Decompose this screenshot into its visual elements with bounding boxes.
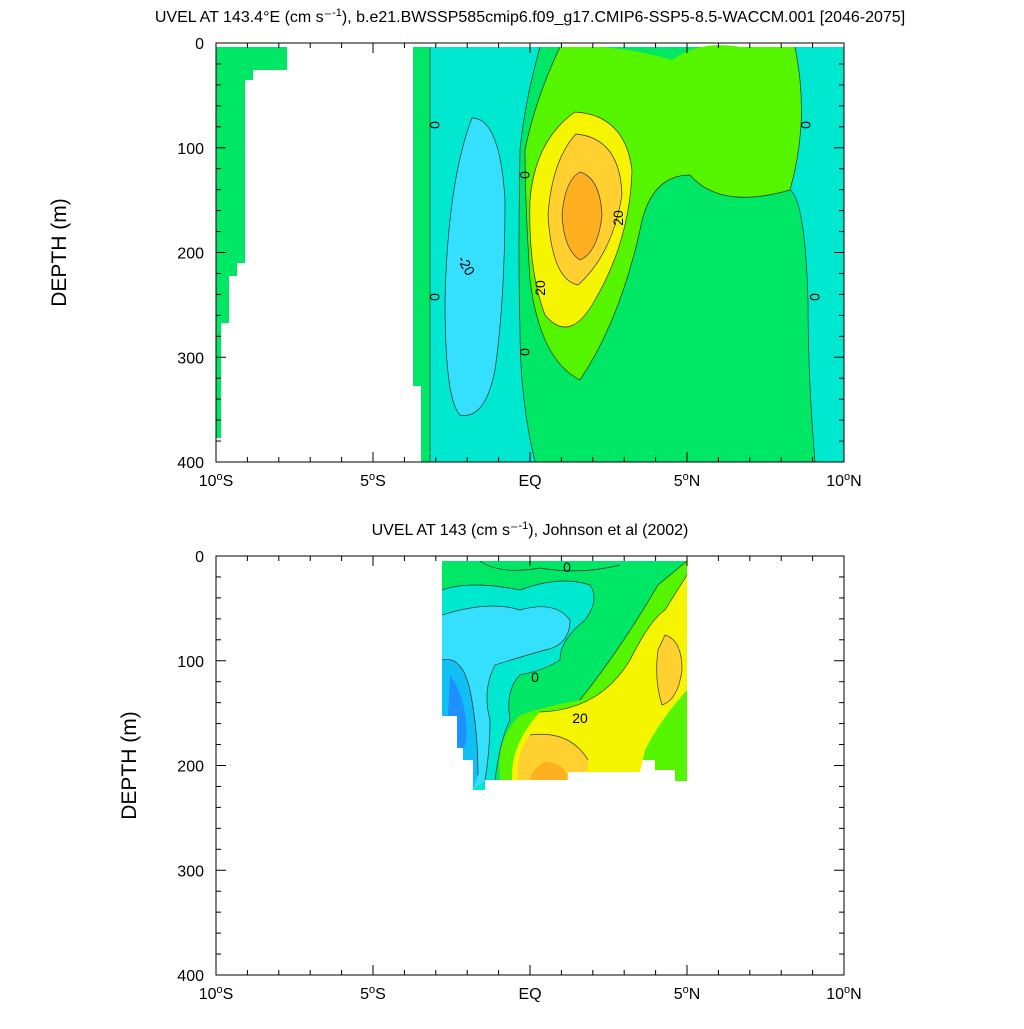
- contour-line: [524, 46, 791, 381]
- panel-model: UVEL AT 143.4°E (cm s⁻-1), b.e21.BWSSP58…: [48, 7, 905, 490]
- contour-label: 20: [532, 280, 548, 296]
- fill-neg-10-20: [528, 611, 545, 636]
- fill-pos-30-40: [656, 635, 682, 705]
- y-axis-label: DEPTH (m): [48, 198, 71, 307]
- y-tick-label: 300: [177, 350, 204, 367]
- contour-fills: [216, 45, 844, 462]
- x-tick-label: 10oS: [199, 984, 234, 1003]
- fill-pos-0-10: [216, 47, 287, 438]
- x-tick-label: 5oN: [674, 471, 701, 490]
- y-tick-label: 200: [177, 246, 204, 263]
- fill-pos-40-50: [562, 172, 602, 260]
- contour-label: 20: [610, 210, 626, 226]
- fill-pos-40-50: [530, 762, 567, 780]
- fill-neg-0-10: [790, 47, 844, 462]
- contour-label: 0: [517, 171, 533, 179]
- contour-line: [479, 560, 621, 572]
- contour-line: [529, 111, 633, 328]
- contour-line: [529, 733, 589, 761]
- y-tick-label: 400: [177, 455, 204, 472]
- contour-line: [539, 574, 688, 713]
- contour-label: 0: [798, 121, 814, 129]
- y-tick-label: 0: [195, 549, 204, 566]
- contour-line: [444, 117, 506, 416]
- contour-line: [561, 171, 603, 261]
- fill-pos-20-30: [511, 575, 687, 780]
- contour-line: [789, 46, 816, 462]
- panel-observations: UVEL AT 143 (cm s⁻-1), Johnson et al (20…: [118, 520, 862, 1003]
- y-tick-label: 100: [177, 141, 204, 158]
- contour-label: 20: [572, 710, 588, 726]
- contour-line: [441, 659, 479, 776]
- contour-line: [441, 605, 571, 781]
- x-tick-label: 10oS: [199, 471, 234, 490]
- contour-fills: [441, 560, 688, 790]
- y-tick-label: 400: [177, 968, 204, 985]
- y-tick-label: 200: [177, 759, 204, 776]
- contour-label: 0: [531, 669, 539, 685]
- contour-label: 0: [427, 293, 443, 301]
- x-tick-label: 5oS: [360, 984, 386, 1003]
- contour-label: 0: [563, 559, 571, 575]
- contour-line: [656, 634, 683, 706]
- contour-line: [441, 580, 595, 781]
- panel-title: UVEL AT 143.4°E (cm s⁻-1), b.e21.BWSSP58…: [155, 7, 905, 26]
- contour-line: [579, 560, 688, 701]
- contour-line: [547, 133, 623, 286]
- y-axis-label: DEPTH (m): [118, 711, 141, 820]
- y-tick-label: 0: [195, 36, 204, 53]
- contour-labels: 0 0 20: [531, 559, 588, 726]
- panel-title: UVEL AT 143 (cm s⁻-1), Johnson et al (20…: [372, 520, 689, 539]
- fill-pos-30-40: [517, 734, 588, 780]
- fill-neg-10-20: [445, 118, 505, 416]
- x-tick-label: EQ: [518, 986, 541, 1003]
- x-tick-label: EQ: [518, 473, 541, 490]
- contour-line: [518, 46, 541, 462]
- fill-neg-30-40: [448, 675, 467, 748]
- y-tick-label: 300: [177, 863, 204, 880]
- x-tick-label: 10oN: [826, 471, 861, 490]
- contour-label: 0: [807, 293, 823, 301]
- x-tick-label: 5oS: [360, 471, 386, 490]
- contour-label: 0: [517, 348, 533, 356]
- contour-label: 0: [427, 121, 443, 129]
- y-tick-label: 100: [177, 654, 204, 671]
- x-tick-label: 10oN: [826, 984, 861, 1003]
- x-tick-label: 5oN: [674, 984, 701, 1003]
